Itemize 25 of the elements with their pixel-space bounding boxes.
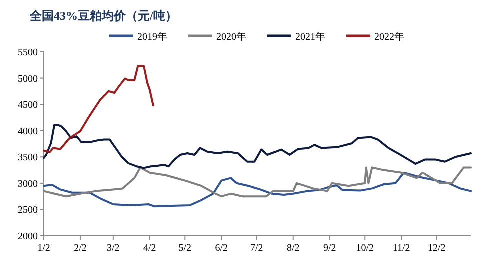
- y-tick-label: 5000: [18, 74, 38, 85]
- legend-label: 2020年: [216, 31, 246, 43]
- x-tick-label: 8/2: [286, 243, 300, 254]
- legend-label: 2022年: [374, 31, 404, 43]
- y-tick-label: 4500: [18, 100, 38, 112]
- x-tick-label: 5/2: [178, 243, 192, 254]
- x-tick-label: 4/2: [143, 243, 156, 254]
- x-tick-label: 3/2: [107, 243, 120, 254]
- x-tick-label: 10/2: [356, 243, 374, 254]
- y-tick-label: 2500: [18, 205, 38, 216]
- x-tick-label: 2/2: [74, 243, 87, 254]
- x-tick-label: 6/2: [215, 243, 228, 254]
- x-tick-label: 11/2: [392, 243, 410, 254]
- x-tick-label: 9/2: [323, 243, 336, 254]
- y-tick-label: 3000: [18, 178, 38, 190]
- legend-label: 2021年: [296, 31, 326, 43]
- y-tick-label: 2000: [18, 232, 38, 242]
- x-tick-label: 7/2: [250, 243, 264, 254]
- x-tick-label: 12/2: [428, 243, 446, 254]
- legend-label: 2019年: [138, 31, 168, 43]
- y-tick-label: 3500: [18, 152, 38, 164]
- x-tick-label: 1/2: [38, 243, 50, 254]
- y-tick-label: 4000: [18, 126, 38, 138]
- chart-title: 全国43%豆粕均价（元/吨）: [29, 9, 178, 23]
- y-tick-label: 5500: [18, 48, 38, 58]
